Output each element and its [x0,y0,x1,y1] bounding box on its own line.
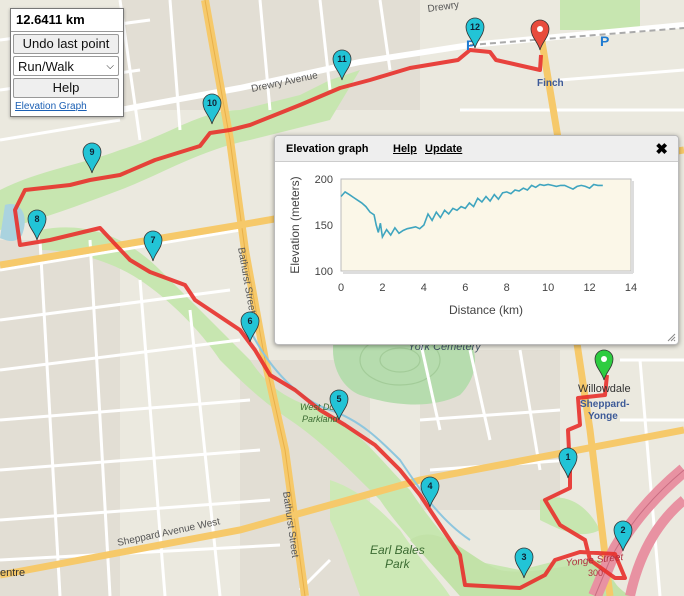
parking-label-2: P [600,33,609,49]
elevation-series-line [340,183,603,240]
x-axis-label: Distance (km) [449,303,523,317]
x-tick-label: 0 [338,282,344,294]
undo-last-point-button[interactable]: Undo last point [13,34,119,54]
west-don-label-1: West Don [300,402,339,412]
marker-dot-icon [601,356,607,362]
marker-label: 1 [565,452,570,462]
x-tick-label: 6 [462,282,468,294]
marker-label: 6 [247,316,252,326]
marker-label: 12 [470,22,480,32]
marker-pin-icon [240,311,260,343]
popup-help-link[interactable]: Help [393,143,417,155]
marker-pin-icon [613,520,633,552]
waypoint-marker[interactable]: 2 [613,520,633,552]
drewry-top-label: Drewry [427,0,460,15]
marker-pin-icon [202,93,222,125]
resize-grip-icon[interactable] [667,333,676,342]
marker-label: 3 [521,552,526,562]
sheppard-yonge-label-1: Sheppard- [580,399,629,410]
x-tick-label: 8 [504,282,510,294]
bathurst-street-road [201,0,309,596]
marker-label: 11 [337,54,347,64]
start-marker[interactable] [594,349,614,381]
y-tick-label: 100 [315,266,333,278]
marker-pin-icon [514,547,534,579]
activity-select[interactable]: Run/Walk ⌵ [13,56,119,76]
distance-readout: 12.6411 km [11,9,123,32]
marker-label: 10 [207,98,217,108]
close-icon[interactable]: ✖ [655,141,668,158]
waypoint-marker[interactable]: 4 [420,476,440,508]
willowdale-label: Willowdale [578,383,631,395]
popup-update-link[interactable]: Update [425,143,463,155]
finch-label: Finch [537,78,564,89]
route-line [13,48,627,590]
marker-pin-icon [530,19,550,51]
parking-label-1: P [466,37,475,53]
help-button[interactable]: Help [13,78,119,98]
elevation-graph-link[interactable]: Elevation Graph [15,101,87,112]
waypoint-marker[interactable]: 6 [240,311,260,343]
waypoint-marker[interactable]: 3 [514,547,534,579]
popup-title: Elevation graph [286,143,369,155]
marker-label: 2 [620,525,625,535]
waypoint-marker[interactable]: 11 [332,49,352,81]
marker-label: 7 [150,235,155,245]
plot-shadow [631,181,634,273]
marker-pin-icon [594,349,614,381]
y-tick-label: 200 [315,174,333,186]
activity-select-value: Run/Walk [18,58,74,74]
marker-dot-icon [537,26,543,32]
marker-pin-icon [465,17,485,49]
elevation-graph-popup: Elevation graph Help Update ✖ 100 150 200 0… [274,135,679,345]
waypoint-marker[interactable]: 8 [27,209,47,241]
centre-label: entre [0,567,25,579]
waypoint-marker[interactable]: 1 [558,447,578,479]
plot-area [340,178,632,272]
marker-pin-icon [420,476,440,508]
sheppard-avenue-west-road [0,426,684,579]
marker-pin-icon [329,389,349,421]
west-don-label-2: Parkland [302,414,339,424]
x-tick-label: 12 [583,282,595,294]
popup-header: Elevation graph Help Update ✖ [275,136,678,162]
highway-401 [588,464,684,596]
earl-bales-label-1: Earl Bales [370,543,425,557]
end-marker[interactable] [530,19,550,51]
elevation-chart: 100 150 200 0 2 4 6 8 10 12 14 Distance (km) Elevati… [288,174,637,317]
waypoint-marker[interactable]: 10 [202,93,222,125]
x-tick-label: 14 [625,282,637,294]
y-tick-label: 150 [315,220,333,232]
chevron-down-icon: ⌵ [106,60,114,72]
plot-shadow [343,271,633,274]
route-number-label: 300 [588,568,603,578]
route-control-panel: 12.6411 km Undo last point Run/Walk ⌵ He… [10,8,124,117]
waypoint-marker[interactable]: 9 [82,142,102,174]
railway [469,27,684,46]
waypoint-marker[interactable]: 7 [143,230,163,262]
marker-label: 4 [427,481,432,491]
sheppard-yonge-label-2: Yonge [588,411,618,422]
y-axis-label: Elevation (meters) [288,176,302,273]
marker-label: 5 [336,394,341,404]
marker-label: 8 [34,214,39,224]
stream [249,329,471,541]
waypoint-marker[interactable]: 12 [465,17,485,49]
marker-pin-icon [27,209,47,241]
marker-label: 9 [89,147,94,157]
marker-pin-icon [332,49,352,81]
waypoint-marker[interactable]: 5 [329,389,349,421]
x-tick-label: 10 [542,282,554,294]
marker-pin-icon [143,230,163,262]
x-tick-label: 4 [421,282,427,294]
marker-pin-icon [82,142,102,174]
earl-bales-label-2: Park [385,557,411,571]
marker-pin-icon [558,447,578,479]
x-tick-label: 2 [379,282,385,294]
